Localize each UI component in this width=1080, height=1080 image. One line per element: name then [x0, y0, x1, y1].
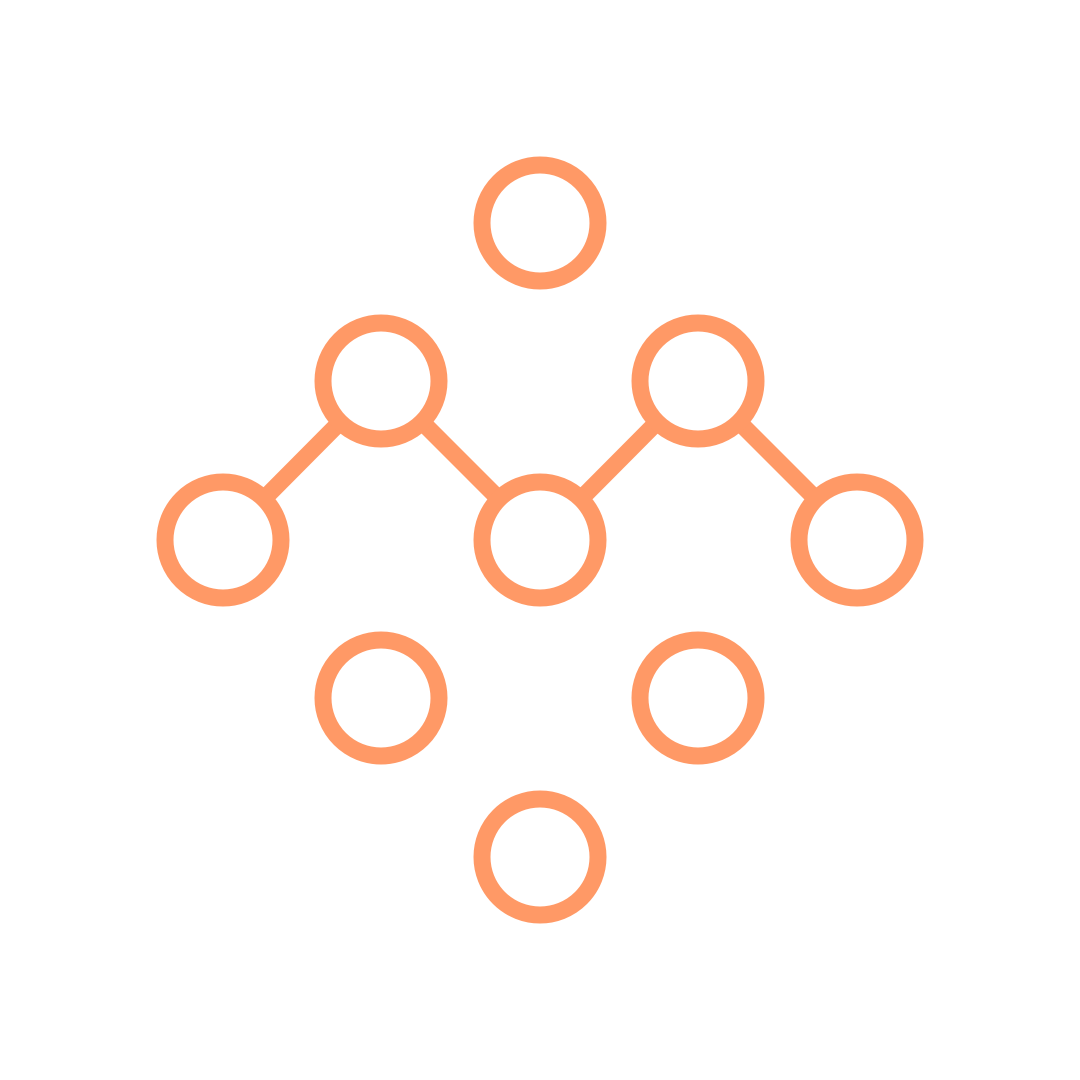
node-circle-center — [473, 473, 607, 607]
nodes-layer — [156, 156, 924, 924]
edge-center-to-upper-right — [574, 416, 664, 505]
edge-left-to-upper-left — [257, 416, 347, 505]
node-circle-lower-left — [314, 631, 448, 765]
node-circle-right — [790, 473, 924, 607]
edge-upper-left-to-center — [416, 416, 505, 505]
node-circle-bottom — [473, 790, 607, 924]
node-circle-upper-left — [314, 314, 448, 448]
node-circle-left — [156, 473, 290, 607]
node-circle-upper-right — [631, 314, 765, 448]
edges-layer — [257, 416, 822, 505]
node-circle-top — [473, 156, 607, 290]
edge-upper-right-to-right — [733, 416, 822, 505]
node-circle-lower-right — [631, 631, 765, 765]
